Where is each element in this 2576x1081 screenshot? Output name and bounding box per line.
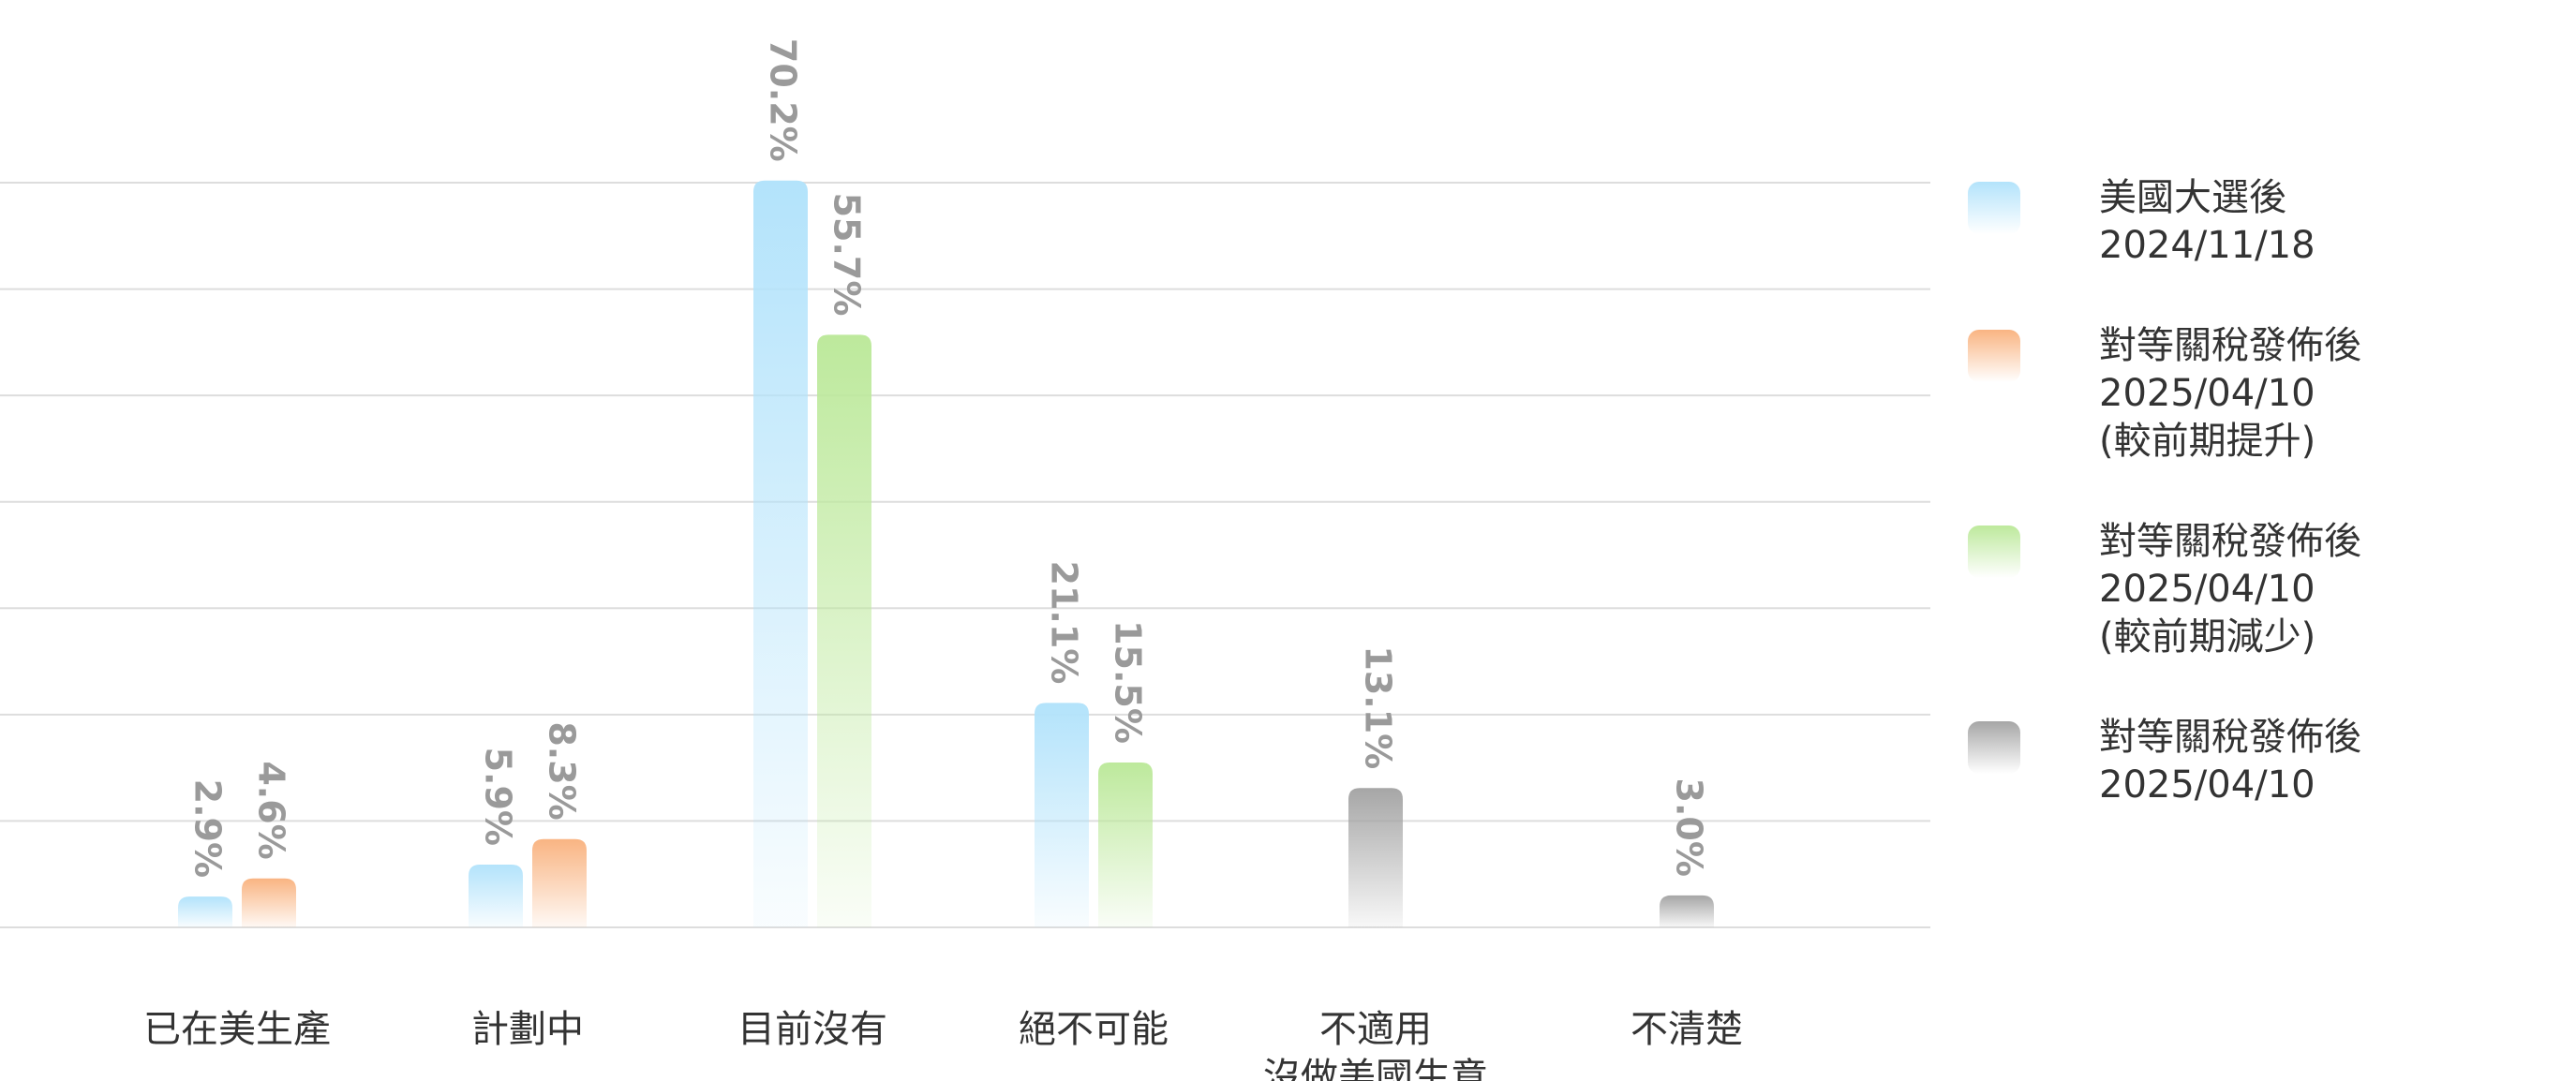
x-tick-label-line: 不清楚: [1630, 1008, 1743, 1051]
bar-value-label: 21.1%: [1044, 561, 1085, 685]
legend-label-line: (較前期減少): [2099, 615, 2316, 659]
x-tick-label-line: 已在美生產: [143, 1008, 331, 1051]
x-tick-label: 已在美生產: [143, 1008, 331, 1051]
bar: [1098, 762, 1153, 927]
bar: [242, 878, 296, 927]
legend-label: 對等關稅發佈後 2025/04/10: [2099, 714, 2549, 809]
bar-value-label: 13.1%: [1358, 645, 1399, 769]
bar: [469, 864, 523, 927]
legend-label-line: 對等關稅發佈後: [2099, 716, 2361, 759]
legend-swatch: [1968, 526, 2020, 578]
bar: [1348, 788, 1403, 927]
bar-value-label: 55.7%: [826, 193, 868, 317]
x-tick-label-line: 絕不可能: [1019, 1008, 1169, 1051]
x-tick-label: 不適用沒做美國生意: [1263, 1008, 1488, 1081]
value-labels: 2.9% 4.6% 5.9% 8.3% 70.2% 55.7% 21.1% 15.5% 13.1…: [187, 38, 1710, 878]
bar-value-label: 4.6%: [251, 761, 292, 859]
legend-label-line: 美國大選後: [2099, 176, 2286, 219]
legend-label-line: 對等關稅發佈後: [2099, 324, 2361, 367]
legend-label: 對等關稅發佈後 2025/04/10 (較前期提升): [2099, 322, 2549, 466]
bar: [817, 334, 871, 928]
bar-value-label: 3.0%: [1669, 778, 1710, 877]
legend-label-line: 2024/11/18: [2099, 224, 2315, 267]
legend-item: 對等關稅發佈後 2025/04/10 (較前期提升): [1968, 322, 2549, 466]
x-tick-label-line: 沒做美國生意: [1263, 1056, 1488, 1081]
x-tick-label-line: 目前沒有: [737, 1008, 887, 1051]
x-tick-label: 絕不可能: [1019, 1008, 1169, 1051]
bar-value-label: 2.9%: [187, 779, 229, 878]
legend-swatch: [1968, 721, 2020, 774]
x-tick-label: 不清楚: [1630, 1008, 1743, 1051]
legend-item: 對等關稅發佈後 2025/04/10 (較前期減少): [1968, 518, 2549, 661]
bar: [1660, 895, 1714, 927]
x-tick-label-line: 計劃中: [471, 1008, 584, 1051]
legend-label-line: 2025/04/10: [2099, 372, 2315, 415]
bar-value-label: 70.2%: [763, 38, 804, 162]
legend-label: 美國大選後 2024/11/18: [2099, 174, 2549, 270]
bar: [532, 838, 587, 927]
x-tick-label: 計劃中: [471, 1008, 584, 1051]
x-tick-labels: 已在美生產 計劃中 目前沒有 絕不可能 不適用沒做美國生意 不清楚: [143, 1008, 1743, 1081]
gridlines: [0, 182, 1930, 928]
legend-swatch: [1968, 182, 2020, 234]
bars: [178, 180, 1714, 928]
bar: [1035, 703, 1089, 927]
bar-value-label: 5.9%: [478, 748, 519, 846]
x-tick-label-line: 不適用: [1319, 1008, 1432, 1051]
legend-label: 對等關稅發佈後 2025/04/10 (較前期減少): [2099, 518, 2549, 661]
legend-label-line: 對等關稅發佈後: [2099, 520, 2361, 563]
bar: [753, 180, 808, 927]
x-tick-label: 目前沒有: [737, 1008, 887, 1051]
bar: [178, 896, 232, 927]
legend-label-line: (較前期提升): [2099, 420, 2316, 463]
legend-label-line: 2025/04/10: [2099, 568, 2315, 611]
legend-swatch: [1968, 330, 2020, 382]
legend-item: 美國大選後 2024/11/18: [1968, 174, 2549, 270]
bar-value-label: 15.5%: [1108, 620, 1149, 744]
bar-value-label: 8.3%: [542, 721, 583, 820]
legend-item: 對等關稅發佈後 2025/04/10: [1968, 714, 2549, 809]
legend: 美國大選後 2024/11/18 對等關稅發佈後 2025/04/10 (較前期提升) 對…: [1968, 174, 2549, 862]
legend-label-line: 2025/04/10: [2099, 763, 2315, 807]
